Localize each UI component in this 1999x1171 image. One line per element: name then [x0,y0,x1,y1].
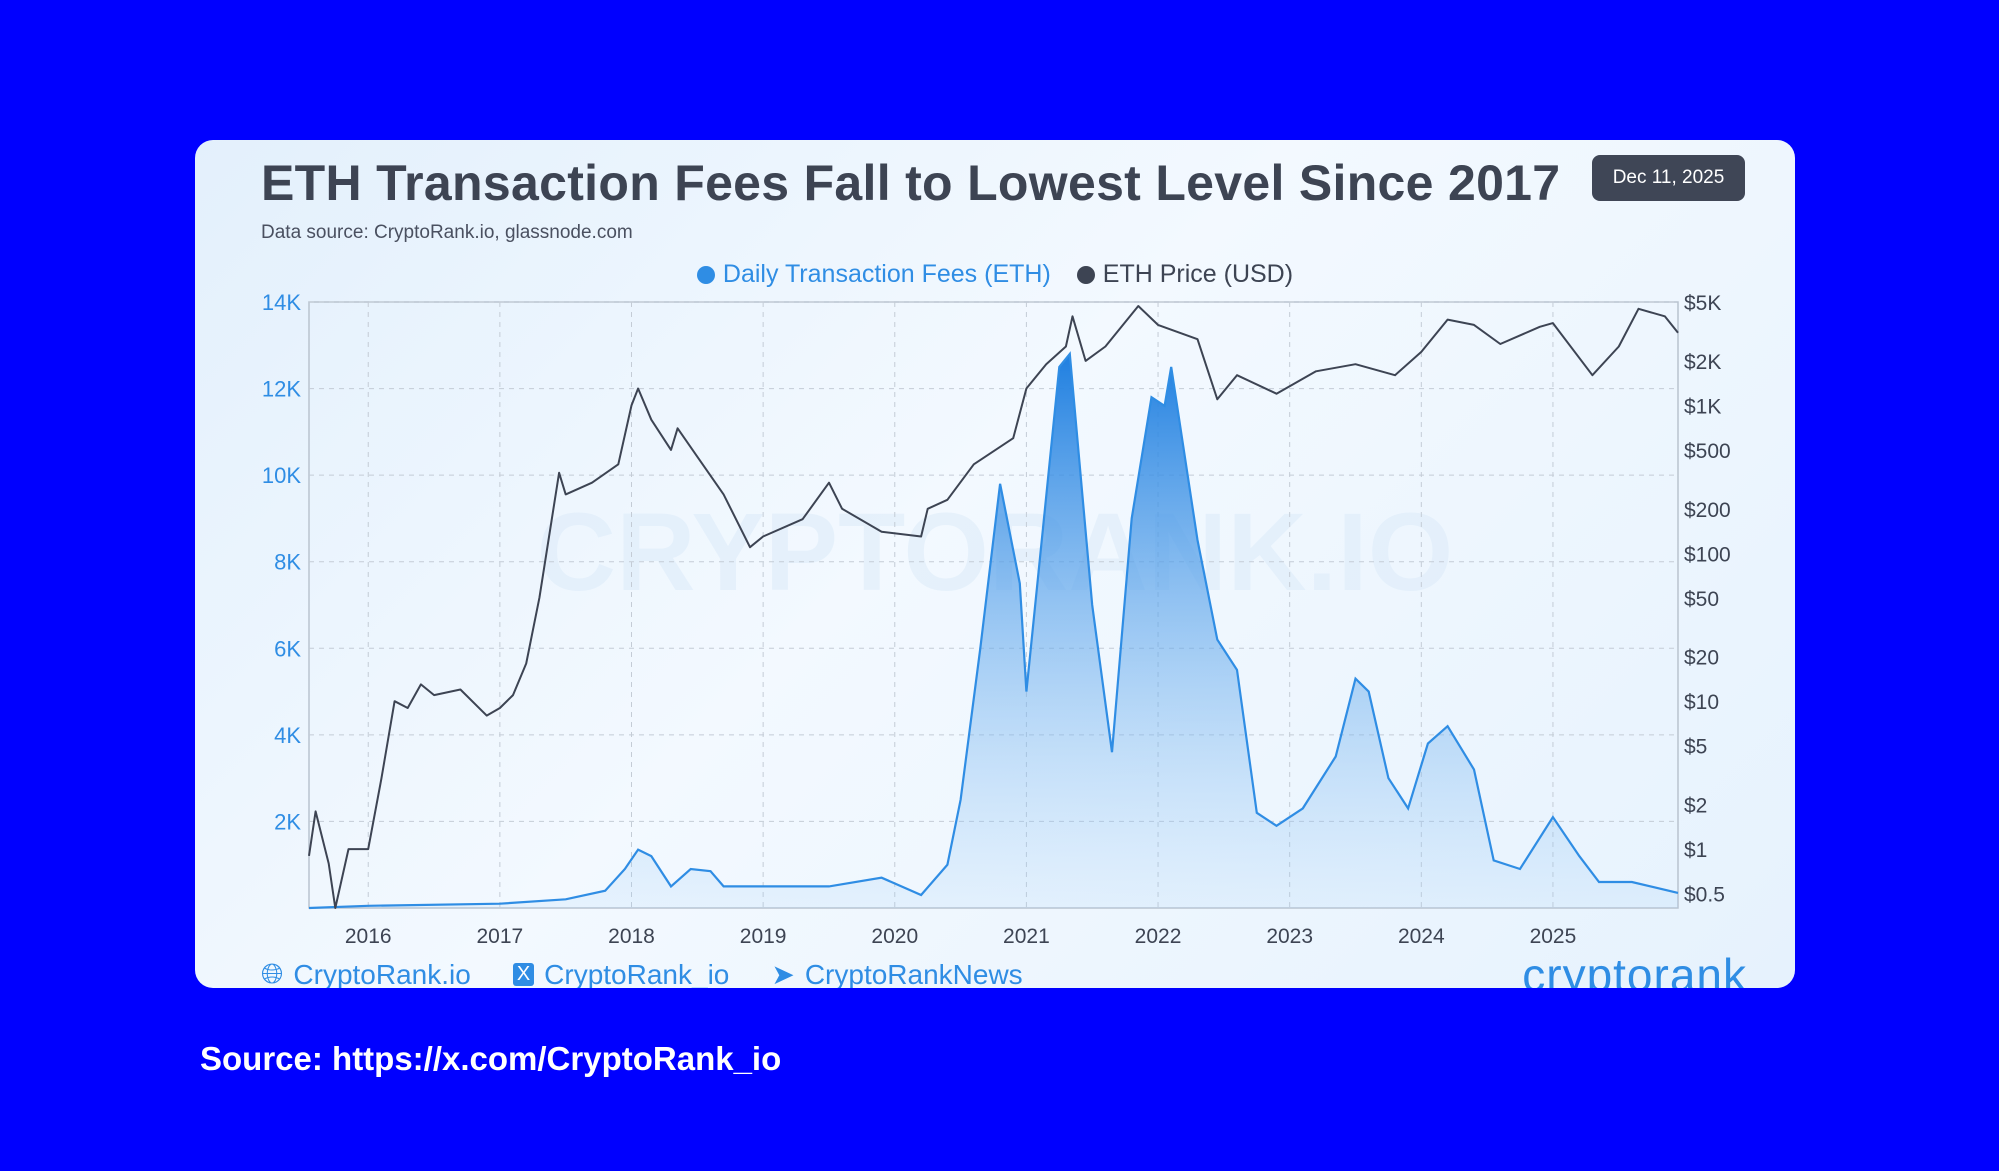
footer-link-label: CryptoRank.io [293,958,471,989]
right-tick-label: $5 [1684,736,1707,759]
cryptorank-logo: cryptorank [1522,949,1747,988]
left-tick-label: 8K [274,550,301,575]
footer-link-label: CryptoRank_io [544,958,730,989]
date-badge: Dec 11, 2025 [1592,155,1745,201]
left-tick-label: 6K [274,636,301,661]
chart-svg: CRYPTORANK.IO 14K12K10K8K6K4K2K$5K$2K$1K… [262,290,1731,948]
x-tick-label: 2017 [477,925,524,948]
chart-title: ETH Transaction Fees Fall to Lowest Leve… [261,155,1561,211]
x-logo-icon: X [512,963,535,986]
legend-dot-fees [696,265,715,284]
right-tick-label: $100 [1684,543,1731,566]
legend-label-fees: Daily Transaction Fees (ETH) [722,260,1051,288]
right-tick-label: $2 [1684,795,1707,818]
left-tick-label: 14K [262,290,301,315]
left-tick-label: 12K [262,377,301,402]
right-tick-label: $1K [1684,395,1721,418]
footer-link-website[interactable]: 🌐︎ CryptoRank.io [261,958,471,988]
legend-item-fees[interactable]: Daily Transaction Fees (ETH) [696,260,1051,289]
x-tick-label: 2020 [871,925,918,948]
legend-dot-price [1076,265,1095,284]
right-tick-label: $200 [1684,499,1731,522]
footer-link-x[interactable]: X CryptoRank_io [512,958,730,989]
fees-area [309,353,1678,908]
x-tick-label: 2022 [1135,925,1182,948]
x-tick-label: 2025 [1530,925,1577,948]
right-tick-label: $20 [1684,647,1719,670]
data-source: Data source: CryptoRank.io, glassnode.co… [261,222,633,243]
right-tick-label: $5K [1684,292,1721,315]
x-tick-label: 2024 [1398,925,1445,948]
x-tick-label: 2019 [740,925,787,948]
right-tick-label: $10 [1684,691,1719,714]
fees-line [308,351,1679,910]
right-tick-label: $50 [1684,588,1719,611]
legend-item-price[interactable]: ETH Price (USD) [1076,260,1294,289]
x-tick-label: 2023 [1266,925,1313,948]
right-tick-label: $0.5 [1684,884,1725,907]
footer-link-label: CryptoRankNews [804,958,1023,989]
x-tick-label: 2016 [345,925,392,948]
globe-icon: 🌐︎ [261,958,284,988]
legend: Daily Transaction Fees (ETH) ETH Price (… [195,260,1795,289]
chart-card: ETH Transaction Fees Fall to Lowest Leve… [195,140,1795,988]
left-tick-label: 2K [274,809,301,834]
x-tick-label: 2021 [1003,925,1050,948]
footer-links: 🌐︎ CryptoRank.io X CryptoRank_io ➤ Crypt… [261,958,1023,988]
footer-link-telegram[interactable]: ➤ CryptoRankNews [771,958,1023,989]
left-tick-label: 10K [262,463,301,488]
telegram-icon: ➤ [771,959,795,988]
left-tick-label: 4K [274,723,301,748]
source-caption: Source: https://x.com/CryptoRank_io [200,1040,782,1077]
price-line [308,305,1679,909]
right-tick-label: $1 [1684,839,1707,862]
x-tick-label: 2018 [608,925,655,948]
right-tick-label: $500 [1684,440,1731,463]
legend-label-price: ETH Price (USD) [1102,260,1294,288]
right-tick-label: $2K [1684,351,1721,374]
